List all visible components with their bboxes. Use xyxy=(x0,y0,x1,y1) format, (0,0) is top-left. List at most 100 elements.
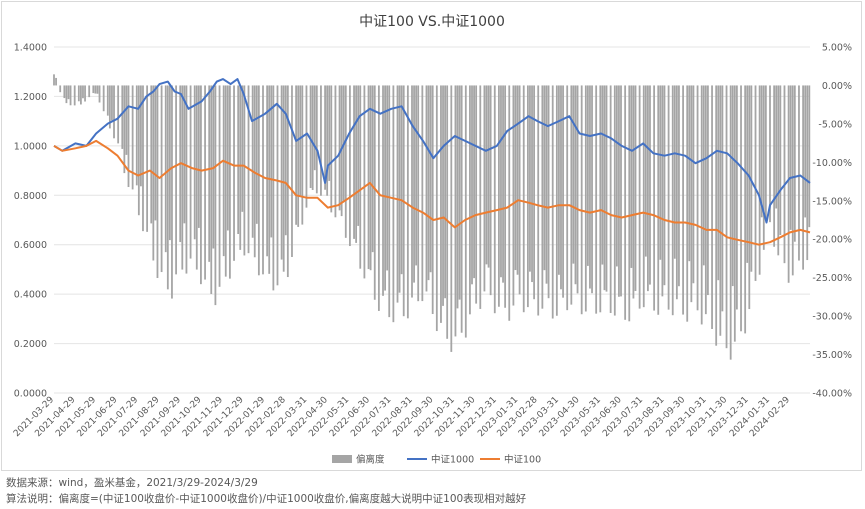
deviation-bar xyxy=(334,85,337,218)
deviation-bar xyxy=(456,85,459,309)
deviation-bar xyxy=(493,85,496,314)
left-axis-tick-label: 0.2000 xyxy=(14,339,47,350)
deviation-bar xyxy=(440,85,442,323)
deviation-bar xyxy=(113,85,115,139)
deviation-bar xyxy=(59,85,62,93)
deviation-bar xyxy=(711,85,713,329)
deviation-bar xyxy=(678,85,680,287)
deviation-bar xyxy=(226,85,229,231)
deviation-bar xyxy=(421,85,424,302)
deviation-bar xyxy=(603,85,606,291)
deviation-bar xyxy=(233,85,235,261)
deviation-bar xyxy=(514,85,517,271)
deviation-bar xyxy=(363,85,366,279)
deviation-bar xyxy=(663,85,666,286)
deviation-bar xyxy=(291,85,293,257)
deviation-bar xyxy=(675,85,678,300)
deviation-bar xyxy=(464,85,467,338)
deviation-bar xyxy=(731,85,734,287)
left-axis-tick-label: 1.2000 xyxy=(14,92,47,103)
deviation-bar xyxy=(181,85,184,270)
deviation-bar xyxy=(142,85,144,232)
deviation-bar xyxy=(508,85,511,321)
deviation-bar xyxy=(673,85,676,259)
deviation-bar xyxy=(154,85,157,221)
deviation-bar xyxy=(545,85,548,284)
deviation-bar xyxy=(566,85,569,311)
deviation-bar xyxy=(783,85,786,264)
deviation-bar xyxy=(377,85,380,311)
deviation-bar xyxy=(601,85,604,265)
deviation-bar xyxy=(620,85,622,297)
deviation-bar xyxy=(284,85,287,236)
deviation-bar xyxy=(562,85,564,298)
deviation-bar xyxy=(123,85,126,174)
deviation-bar xyxy=(533,85,535,300)
right-axis-tick-label: -10.00% xyxy=(812,158,852,169)
deviation-bar xyxy=(183,85,186,224)
deviation-bar xyxy=(371,85,374,253)
deviation-bar xyxy=(537,85,540,316)
deviation-bar xyxy=(572,85,575,264)
deviation-bar xyxy=(483,85,486,292)
deviation-bar xyxy=(266,85,269,257)
deviation-bar xyxy=(338,85,341,211)
deviation-bar xyxy=(735,85,738,310)
deviation-bar xyxy=(729,85,732,360)
deviation-bar xyxy=(413,85,415,283)
deviation-bar xyxy=(458,85,461,300)
deviation-bar xyxy=(469,85,471,315)
deviation-bar xyxy=(359,85,362,269)
deviation-bar xyxy=(634,85,637,291)
deviation-bar xyxy=(719,85,722,336)
deviation-bar xyxy=(704,85,707,315)
deviation-bar xyxy=(764,85,767,219)
deviation-bar xyxy=(609,85,612,313)
deviation-bar xyxy=(160,85,163,273)
deviation-bar xyxy=(69,85,72,106)
deviation-bar xyxy=(429,85,432,273)
right-axis-tick-label: -35.00% xyxy=(812,350,852,361)
deviation-bar xyxy=(67,85,70,100)
deviation-bar xyxy=(518,85,521,295)
deviation-bar xyxy=(384,85,386,291)
deviation-bar xyxy=(522,85,525,313)
right-axis-tick-label: 5.00% xyxy=(822,43,852,54)
deviation-bar xyxy=(417,85,420,302)
deviation-bar xyxy=(73,85,76,106)
deviation-bar xyxy=(262,85,264,275)
deviation-bar xyxy=(65,85,68,104)
deviation-bar xyxy=(328,85,331,181)
deviation-bar xyxy=(189,85,192,259)
deviation-bar xyxy=(444,85,447,299)
deviation-bar xyxy=(367,85,370,270)
deviation-bar xyxy=(353,85,355,239)
deviation-bar xyxy=(647,85,649,292)
deviation-bar xyxy=(108,85,111,129)
deviation-bar xyxy=(315,85,318,194)
deviation-bar xyxy=(615,85,618,267)
deviation-bar xyxy=(733,85,736,342)
chart-area: 中证100 VS.中证1000 0.0000 0.2000 0.4000 0.6000 0… xyxy=(12,14,852,466)
deviation-bar xyxy=(725,85,728,349)
deviation-bar xyxy=(253,85,256,258)
deviation-bar xyxy=(682,85,684,315)
deviation-bar xyxy=(369,85,372,271)
right-axis-tick-label: -15.00% xyxy=(812,196,852,207)
deviation-bar xyxy=(498,85,500,307)
deviation-bar xyxy=(324,85,326,190)
deviation-bar xyxy=(84,85,86,102)
deviation-bar xyxy=(344,85,347,238)
deviation-bar xyxy=(758,85,761,275)
deviation-bar xyxy=(516,85,519,275)
deviation-bar xyxy=(671,85,674,316)
deviation-bar xyxy=(168,85,171,241)
deviation-bar xyxy=(657,85,660,315)
deviation-bar xyxy=(707,85,709,296)
deviation-bar xyxy=(171,85,173,299)
deviation-bar xyxy=(311,85,314,191)
deviation-bar xyxy=(479,85,482,309)
deviation-bar xyxy=(224,85,227,277)
deviation-bar xyxy=(63,85,66,99)
deviation-bar xyxy=(659,85,662,260)
